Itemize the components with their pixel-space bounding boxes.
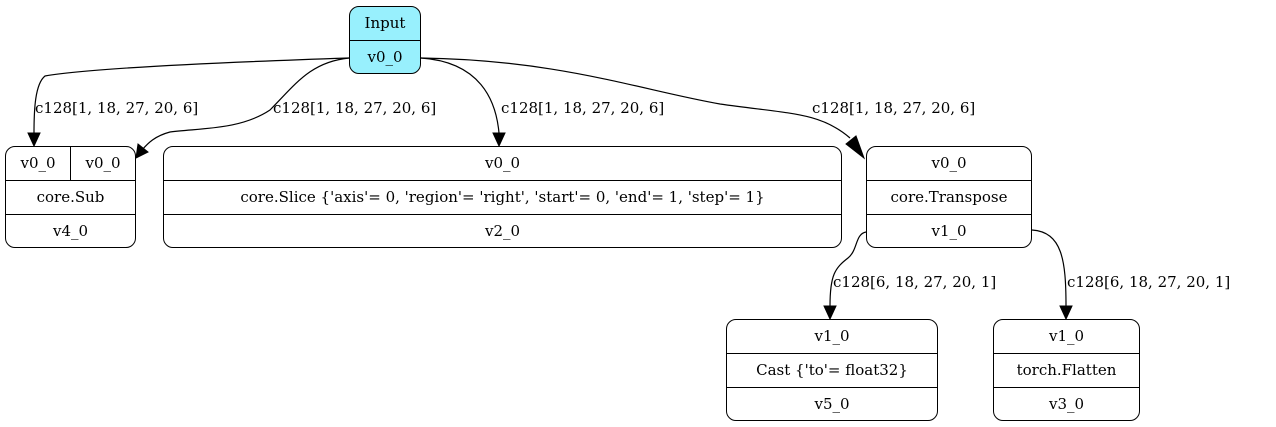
edge-label-flatten: c128[6, 18, 27, 20, 1] (1067, 273, 1231, 291)
arrowhead-cast (823, 305, 837, 321)
cast-node[interactable]: v1_0 Cast {'to'= float32} v5_0 (726, 319, 938, 421)
edge-transpose-flatten (1031, 229, 1067, 307)
flatten-node-output: v3_0 (1048, 395, 1085, 413)
flatten-node-op: torch.Flatten (994, 354, 1139, 388)
edge-label-cast: c128[6, 18, 27, 20, 1] (833, 273, 997, 291)
sub-node[interactable]: v0_0 v0_0 core.Sub v4_0 (5, 146, 136, 248)
input-node[interactable]: Input v0_0 (349, 6, 421, 74)
input-node-title: Input (350, 7, 420, 41)
edge-input-sub-a (33, 57, 350, 134)
transpose-node-output: v1_0 (931, 222, 967, 240)
edge-label-sub-b: c128[1, 18, 27, 20, 6] (273, 99, 437, 117)
sub-node-op: core.Sub (6, 181, 135, 215)
flatten-node-input: v1_0 (994, 320, 1139, 354)
slice-node-input: v0_0 (164, 147, 841, 181)
cast-node-output: v5_0 (814, 395, 850, 413)
cast-node-op: Cast {'to'= float32} (727, 354, 937, 388)
arrowhead-sub-a (27, 132, 41, 148)
edge-label-transpose: c128[1, 18, 27, 20, 6] (812, 99, 976, 117)
slice-node[interactable]: v0_0 core.Slice {'axis'= 0, 'region'= 'r… (163, 146, 842, 248)
flatten-node[interactable]: v1_0 torch.Flatten v3_0 (993, 319, 1140, 421)
slice-node-op: core.Slice {'axis'= 0, 'region'= 'right'… (164, 181, 841, 215)
edge-input-slice (420, 57, 500, 134)
edge-input-transpose (420, 57, 851, 139)
transpose-node[interactable]: v0_0 core.Transpose v1_0 (866, 146, 1032, 248)
arrowhead-flatten (1059, 305, 1073, 321)
input-node-output: v0_0 (367, 48, 403, 66)
slice-node-output: v2_0 (484, 222, 521, 240)
sub-node-inputs: v0_0 v0_0 (6, 147, 135, 181)
cast-node-input: v1_0 (727, 320, 937, 354)
arrowhead-slice (492, 132, 506, 148)
edge-input-sub-b (141, 57, 350, 151)
transpose-node-input: v0_0 (867, 147, 1031, 181)
arrowhead-transpose (845, 135, 866, 160)
sub-node-output: v4_0 (52, 222, 89, 240)
arrowhead-sub-b (135, 143, 149, 159)
sub-node-input-a: v0_0 (20, 154, 56, 172)
edge-label-slice: c128[1, 18, 27, 20, 6] (501, 99, 665, 117)
sub-node-input-b: v0_0 (70, 147, 135, 180)
transpose-node-op: core.Transpose (867, 181, 1031, 215)
edge-label-sub-a: c128[1, 18, 27, 20, 6] (35, 99, 199, 117)
edge-transpose-cast (829, 231, 867, 307)
